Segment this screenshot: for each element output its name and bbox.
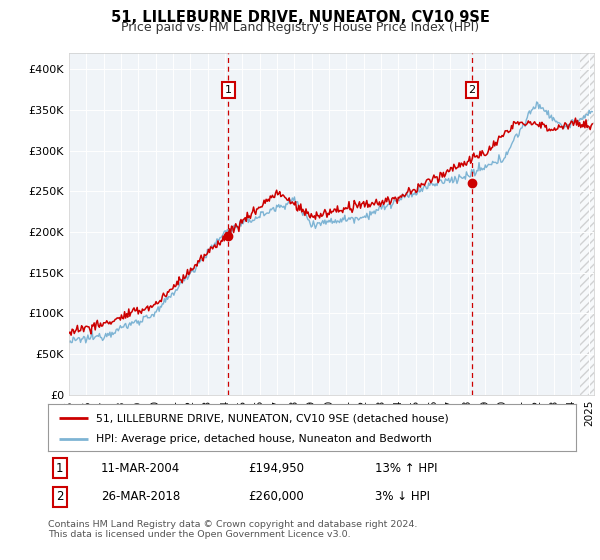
Text: 26-MAR-2018: 26-MAR-2018 bbox=[101, 491, 180, 503]
Text: 13% ↑ HPI: 13% ↑ HPI bbox=[376, 461, 438, 474]
Text: 2: 2 bbox=[468, 85, 475, 95]
Text: 3% ↓ HPI: 3% ↓ HPI bbox=[376, 491, 430, 503]
Text: Contains HM Land Registry data © Crown copyright and database right 2024.
This d: Contains HM Land Registry data © Crown c… bbox=[48, 520, 418, 539]
Text: £194,950: £194,950 bbox=[248, 461, 305, 474]
Text: 1: 1 bbox=[56, 461, 64, 474]
Text: Price paid vs. HM Land Registry's House Price Index (HPI): Price paid vs. HM Land Registry's House … bbox=[121, 21, 479, 34]
Text: 51, LILLEBURNE DRIVE, NUNEATON, CV10 9SE (detached house): 51, LILLEBURNE DRIVE, NUNEATON, CV10 9SE… bbox=[95, 413, 448, 423]
Text: 1: 1 bbox=[225, 85, 232, 95]
Text: 11-MAR-2004: 11-MAR-2004 bbox=[101, 461, 180, 474]
Text: HPI: Average price, detached house, Nuneaton and Bedworth: HPI: Average price, detached house, Nune… bbox=[95, 434, 431, 444]
Text: £260,000: £260,000 bbox=[248, 491, 304, 503]
Text: 2: 2 bbox=[56, 491, 64, 503]
Text: 51, LILLEBURNE DRIVE, NUNEATON, CV10 9SE: 51, LILLEBURNE DRIVE, NUNEATON, CV10 9SE bbox=[110, 10, 490, 25]
